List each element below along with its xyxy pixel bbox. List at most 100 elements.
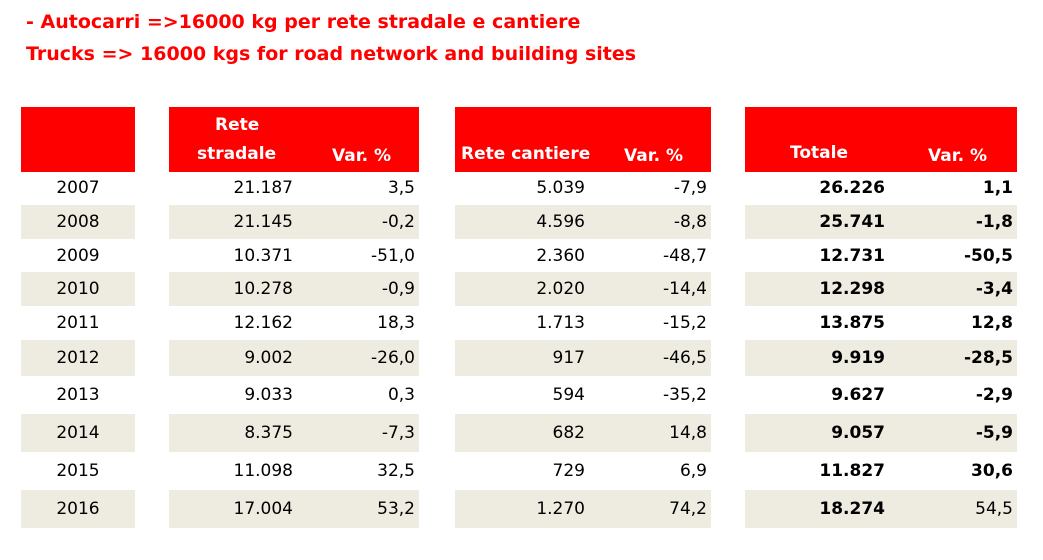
cell-year: 2008: [56, 212, 100, 232]
cell-total: 11.827: [819, 461, 885, 481]
cell-road: 9.002: [244, 348, 293, 368]
cell-site-var: -15,2: [663, 313, 707, 333]
row-band: [169, 414, 419, 452]
row-band: [745, 414, 1017, 452]
header-site-label: Rete cantiere: [461, 144, 591, 164]
cell-site-var: -46,5: [663, 348, 707, 368]
cell-site: 2.020: [536, 279, 585, 299]
cell-total: 9.919: [831, 348, 885, 368]
row-band: [169, 272, 419, 306]
cell-site-var: -7,9: [673, 178, 707, 198]
header-total-var: Var. %: [928, 146, 988, 166]
cell-site-var: 74,2: [669, 499, 707, 519]
cell-site: 682: [552, 423, 585, 443]
row-band: [169, 340, 419, 376]
row-band: [169, 205, 419, 239]
row-band: [21, 490, 135, 528]
cell-year: 2014: [56, 423, 100, 443]
cell-site: 1.270: [536, 499, 585, 519]
cell-total-var: -50,5: [964, 246, 1013, 266]
cell-road-var: -7,3: [381, 423, 415, 443]
cell-road-var: 18,3: [377, 313, 415, 333]
cell-total-var: -28,5: [964, 348, 1013, 368]
row-band: [745, 490, 1017, 528]
cell-total: 12.298: [819, 279, 885, 299]
cell-site-var: 6,9: [679, 461, 707, 481]
header-road-network: Rete stradale Var. %: [169, 107, 419, 172]
cell-total-var: 30,6: [971, 461, 1013, 481]
header-road-line1: Rete: [215, 115, 260, 135]
row-band: [21, 205, 135, 239]
cell-road-var: -26,0: [371, 348, 415, 368]
cell-year: 2015: [56, 461, 100, 481]
cell-year: 2012: [56, 348, 100, 368]
cell-road: 8.375: [244, 423, 293, 443]
cell-site: 4.596: [536, 212, 585, 232]
header-site-var: Var. %: [624, 146, 684, 166]
cell-total-var: 12,8: [971, 313, 1013, 333]
row-band: [169, 490, 419, 528]
header-road-var: Var. %: [332, 146, 392, 166]
cell-site-var: 14,8: [669, 423, 707, 443]
row-band: [745, 340, 1017, 376]
row-band: [455, 340, 711, 376]
row-band: [745, 272, 1017, 306]
cell-total: 9.057: [831, 423, 885, 443]
cell-total: 18.274: [819, 499, 885, 519]
cell-total-var: -3,4: [975, 279, 1013, 299]
cell-year: 2007: [56, 178, 100, 198]
cell-road: 11.098: [233, 461, 293, 481]
cell-road-var: -0,9: [381, 279, 415, 299]
cell-total: 13.875: [819, 313, 885, 333]
cell-site: 594: [552, 385, 585, 405]
row-band: [21, 414, 135, 452]
cell-road: 21.145: [233, 212, 293, 232]
cell-site-var: -48,7: [663, 246, 707, 266]
cell-road-var: 53,2: [377, 499, 415, 519]
row-band: [455, 414, 711, 452]
cell-total-var: -2,9: [975, 385, 1013, 405]
cell-road: 10.278: [233, 279, 293, 299]
header-building-sites: Rete cantiere Var. %: [455, 107, 711, 172]
header-total: Totale Var. %: [745, 107, 1017, 172]
header-total-label: Totale: [790, 143, 848, 163]
row-band: [455, 490, 711, 528]
cell-road: 10.371: [233, 246, 293, 266]
cell-total-var: -5,9: [975, 423, 1013, 443]
title-english: Trucks => 16000 kgs for road network and…: [26, 43, 637, 65]
cell-road: 12.162: [233, 313, 293, 333]
cell-site: 1.713: [536, 313, 585, 333]
cell-total-var: 1,1: [982, 178, 1013, 198]
cell-road: 9.033: [244, 385, 293, 405]
cell-total: 26.226: [819, 178, 885, 198]
cell-total-var: -1,8: [975, 212, 1013, 232]
cell-site-var: -8,8: [673, 212, 707, 232]
cell-road-var: 32,5: [377, 461, 415, 481]
row-band: [21, 272, 135, 306]
cell-year: 2013: [56, 385, 100, 405]
cell-road-var: -51,0: [371, 246, 415, 266]
row-band: [21, 340, 135, 376]
cell-year: 2016: [56, 499, 100, 519]
cell-site-var: -14,4: [663, 279, 707, 299]
cell-road-var: 3,5: [387, 178, 415, 198]
cell-road: 21.187: [233, 178, 293, 198]
cell-total-var: 54,5: [975, 499, 1013, 519]
cell-road-var: -0,2: [381, 212, 415, 232]
cell-road: 17.004: [233, 499, 293, 519]
row-band: [745, 205, 1017, 239]
cell-site: 729: [552, 461, 585, 481]
cell-year: 2011: [56, 313, 100, 333]
cell-road-var: 0,3: [387, 385, 415, 405]
title-italian: - Autocarri =>16000 kg per rete stradale…: [26, 11, 581, 33]
cell-year: 2010: [56, 279, 100, 299]
row-band: [455, 272, 711, 306]
header-road-line2: stradale: [197, 144, 277, 164]
row-band: [455, 205, 711, 239]
cell-total: 25.741: [819, 212, 885, 232]
cell-site: 2.360: [536, 246, 585, 266]
header-year: [21, 107, 135, 172]
cell-site: 917: [552, 348, 585, 368]
cell-year: 2009: [56, 246, 100, 266]
cell-total: 12.731: [819, 246, 885, 266]
